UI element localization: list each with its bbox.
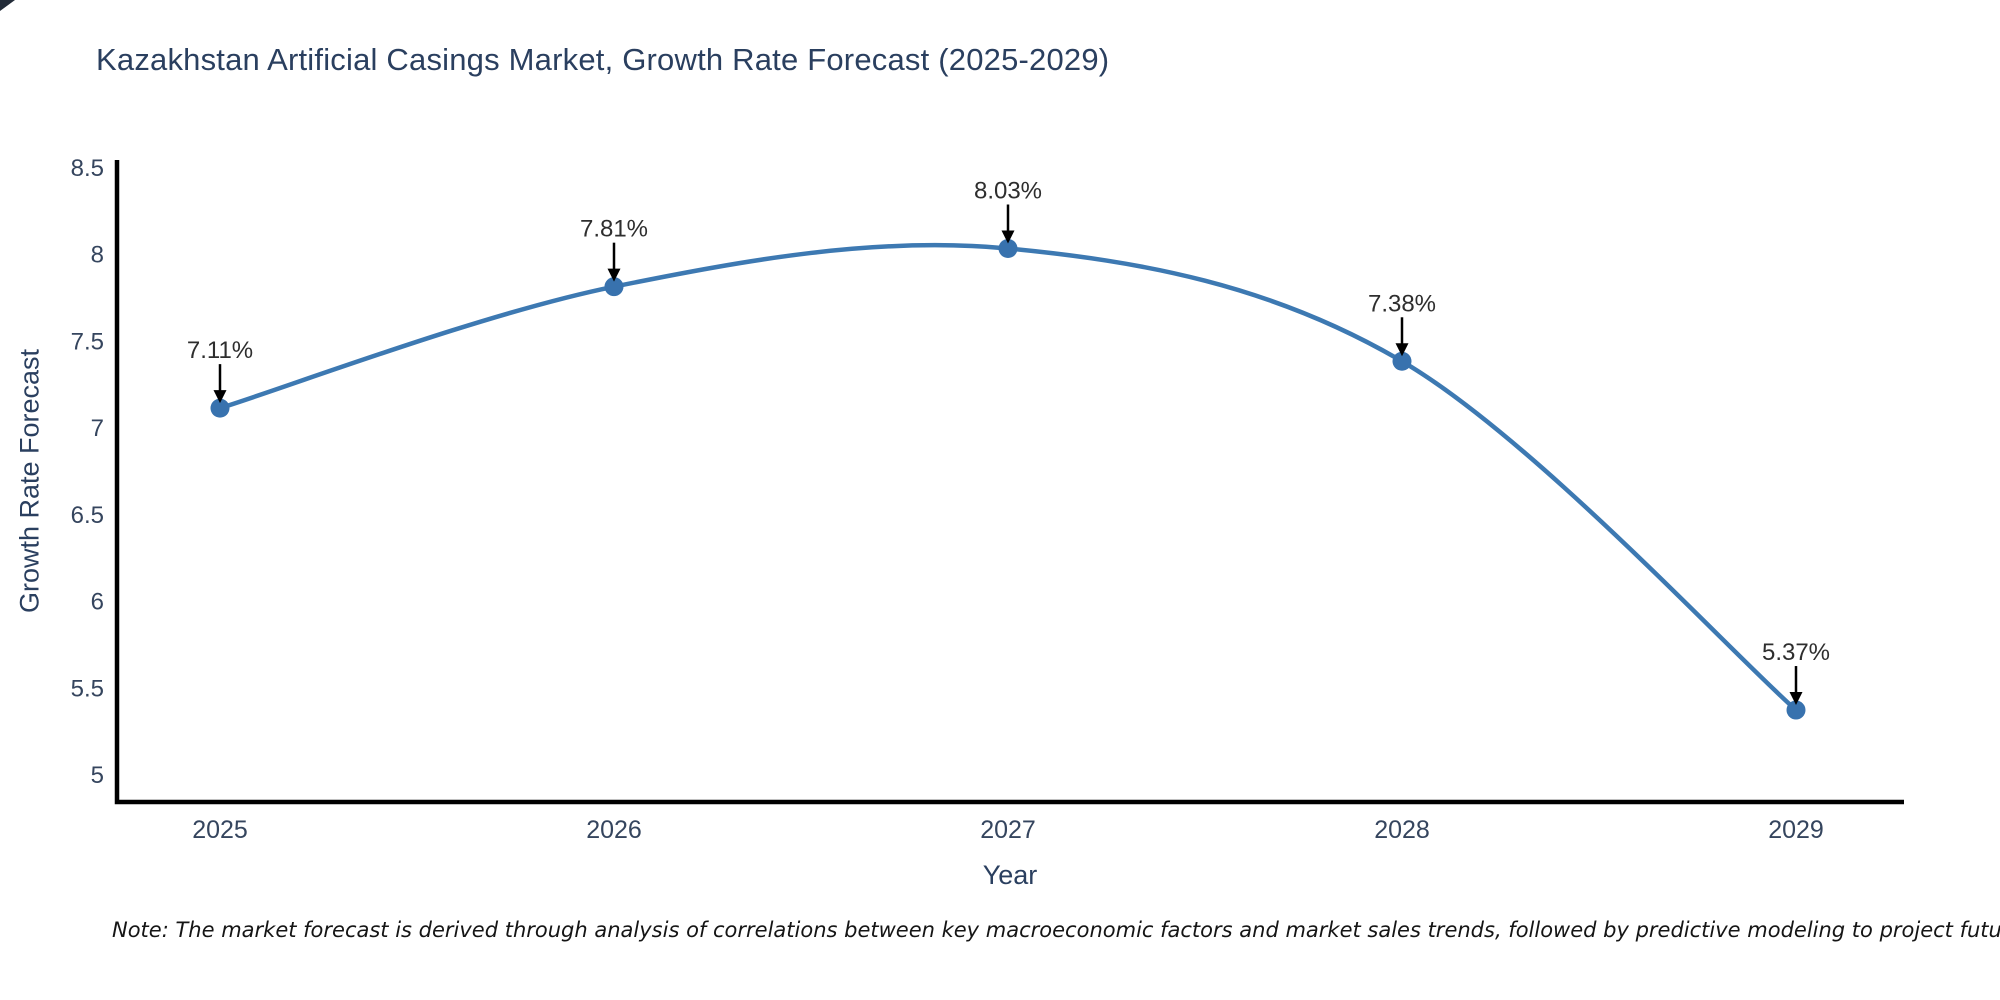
- annotation-arrowhead-icon: [607, 268, 621, 282]
- series-line: [219, 242, 1798, 712]
- axis-line: [114, 160, 1904, 805]
- x-tick-label: 2028: [1374, 816, 1430, 844]
- annotation-arrowhead-icon: [1001, 230, 1015, 244]
- data-point-marker[interactable]: [998, 238, 1018, 258]
- y-tick-label: 6: [91, 589, 104, 616]
- data-point-marker[interactable]: [1786, 700, 1806, 720]
- y-tick-label: 7: [91, 415, 104, 442]
- x-tick-label: 2025: [192, 816, 248, 844]
- x-axis-title: Year: [982, 860, 1038, 890]
- data-point-marker[interactable]: [604, 277, 624, 297]
- annotation-arrowhead-icon: [213, 390, 227, 404]
- y-tick-label: 5: [91, 762, 104, 789]
- annotation-arrowhead-icon: [1789, 692, 1803, 706]
- data-point-marker[interactable]: [1392, 351, 1412, 371]
- chart-title: Kazakhstan Artificial Casings Market, Gr…: [96, 42, 1110, 77]
- annotation-arrowhead-icon: [1395, 343, 1409, 357]
- annotation-label: 5.37%: [1762, 639, 1830, 666]
- x-tick-label: 2027: [980, 816, 1036, 844]
- annotation-label: 7.81%: [580, 216, 648, 243]
- y-tick-label: 5.5: [71, 675, 104, 702]
- y-tick-label: 8: [91, 242, 104, 269]
- data-point-marker[interactable]: [210, 398, 230, 418]
- annotation-label: 7.38%: [1368, 290, 1436, 317]
- y-tick-label: 6.5: [71, 502, 104, 529]
- footnote: Note: The market forecast is derived thr…: [112, 918, 2000, 942]
- annotation-label: 7.11%: [187, 337, 253, 364]
- annotation-label: 8.03%: [974, 177, 1042, 204]
- corner-artifact: [0, 0, 15, 11]
- y-tick-label: 8.5: [71, 155, 104, 182]
- x-tick-label: 2029: [1768, 816, 1824, 844]
- x-tick-label: 2026: [586, 816, 642, 844]
- y-tick-label: 7.5: [71, 328, 104, 355]
